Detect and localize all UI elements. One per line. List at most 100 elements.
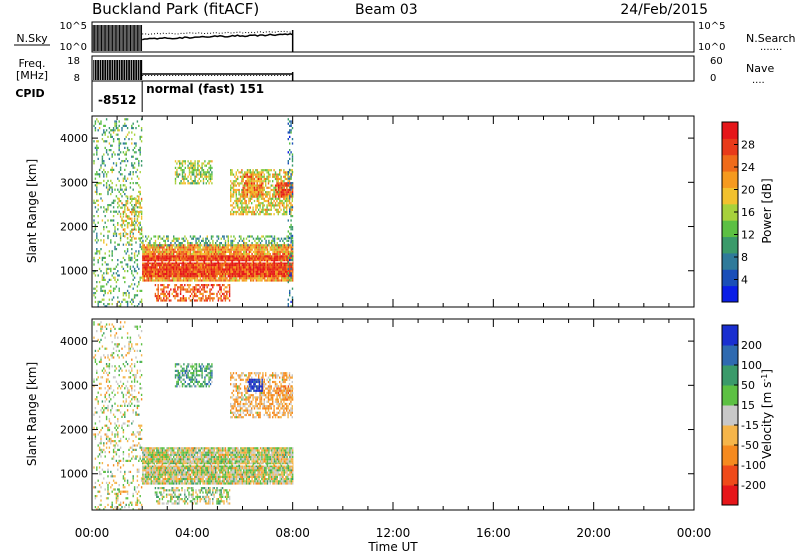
heatmap-cell bbox=[245, 246, 248, 249]
heatmap-cell bbox=[105, 283, 108, 286]
heatmap-cell bbox=[228, 299, 231, 302]
heatmap-cell bbox=[188, 272, 190, 276]
heatmap-cell bbox=[124, 208, 126, 211]
heatmap-cell bbox=[168, 272, 171, 276]
heatmap-cell bbox=[267, 175, 270, 178]
heatmap-cell bbox=[180, 257, 182, 260]
heatmap-cell bbox=[266, 270, 269, 273]
heatmap-cell bbox=[166, 246, 168, 249]
heatmap-cell bbox=[277, 173, 279, 176]
heatmap-cell bbox=[263, 197, 265, 200]
heatmap-cell bbox=[265, 213, 267, 216]
heatmap-cell bbox=[265, 272, 267, 276]
heatmap-cell bbox=[156, 272, 158, 276]
heatmap-cell bbox=[265, 257, 267, 260]
heatmap-cell bbox=[133, 252, 136, 255]
power-plot-bg bbox=[92, 116, 694, 307]
heatmap-cell bbox=[244, 255, 246, 258]
heatmap-cell bbox=[287, 266, 290, 269]
heatmap-cell bbox=[230, 204, 232, 207]
heatmap-cell bbox=[176, 171, 178, 174]
heatmap-cell bbox=[191, 237, 193, 240]
heatmap-cell bbox=[125, 252, 127, 255]
heatmap-cell bbox=[258, 195, 260, 198]
heatmap-cell bbox=[291, 197, 293, 200]
heatmap-cell bbox=[245, 175, 247, 178]
heatmap-cell bbox=[262, 202, 264, 205]
heatmap-cell bbox=[157, 270, 159, 273]
heatmap-cell bbox=[233, 235, 235, 238]
heatmap-cell bbox=[223, 257, 225, 260]
heatmap-cell bbox=[143, 255, 145, 258]
heatmap-cell bbox=[259, 177, 261, 181]
heatmap-cell bbox=[185, 297, 187, 300]
heatmap-cell bbox=[161, 237, 164, 240]
heatmap-cell bbox=[163, 295, 165, 298]
heatmap-cell bbox=[152, 279, 154, 282]
heatmap-cell bbox=[191, 255, 193, 258]
heatmap-cell bbox=[191, 275, 193, 278]
heatmap-cell bbox=[256, 204, 258, 207]
heatmap-cell bbox=[131, 272, 133, 275]
heatmap-cell bbox=[236, 261, 238, 265]
heatmap-cell bbox=[233, 279, 235, 282]
heatmap-cell bbox=[118, 179, 120, 182]
heatmap-cell bbox=[245, 202, 247, 205]
heatmap-cell bbox=[226, 259, 228, 262]
heatmap-cell bbox=[210, 246, 213, 249]
heatmap-cell bbox=[253, 195, 256, 198]
heatmap-cell bbox=[146, 250, 148, 253]
heatmap-cell bbox=[175, 264, 178, 267]
heatmap-cell bbox=[265, 235, 267, 238]
heatmap-cell bbox=[101, 157, 104, 160]
heatmap-cell bbox=[163, 288, 165, 291]
heatmap-cell bbox=[199, 255, 201, 258]
heatmap-cell bbox=[244, 259, 246, 262]
heatmap-cell bbox=[174, 295, 176, 298]
heatmap-cell bbox=[234, 255, 236, 258]
heatmap-cell bbox=[197, 166, 199, 169]
heatmap-cell bbox=[112, 289, 115, 292]
heatmap-cell bbox=[265, 182, 267, 185]
heatmap-cell bbox=[273, 206, 275, 209]
heatmap-cell bbox=[262, 210, 264, 214]
heatmap-cell bbox=[121, 127, 123, 130]
heatmap-cell bbox=[275, 272, 277, 276]
heatmap-cell bbox=[98, 252, 101, 255]
heatmap-cell bbox=[246, 173, 249, 176]
heatmap-cell bbox=[210, 284, 213, 287]
heatmap-cell bbox=[178, 253, 180, 256]
heatmap-cell bbox=[198, 290, 200, 293]
heatmap-cell bbox=[234, 206, 236, 209]
heatmap-cell bbox=[222, 255, 224, 258]
heatmap-cell bbox=[158, 297, 161, 300]
heatmap-cell bbox=[219, 259, 221, 262]
heatmap-cell bbox=[234, 250, 236, 253]
heatmap-cell bbox=[283, 210, 285, 214]
heatmap-cell bbox=[238, 261, 241, 265]
heatmap-cell bbox=[220, 268, 222, 271]
heatmap-cell bbox=[260, 197, 263, 200]
heatmap-cell bbox=[281, 213, 284, 216]
heatmap-cell bbox=[206, 270, 208, 273]
heatmap-cell bbox=[107, 267, 109, 270]
heatmap-cell bbox=[219, 257, 221, 260]
heatmap-cell bbox=[208, 264, 210, 267]
heatmap-cell bbox=[248, 250, 250, 253]
heatmap-cell bbox=[112, 168, 115, 171]
heatmap-cell bbox=[170, 275, 172, 278]
heatmap-cell bbox=[229, 250, 231, 253]
heatmap-cell bbox=[250, 261, 252, 265]
heatmap-cell bbox=[261, 277, 263, 280]
heatmap-cell bbox=[159, 277, 161, 280]
heatmap-cell bbox=[245, 268, 248, 271]
heatmap-cell bbox=[140, 248, 143, 251]
heatmap-cell bbox=[160, 246, 162, 249]
heatmap-cell bbox=[280, 186, 283, 189]
heatmap-cell bbox=[115, 133, 118, 136]
heatmap-cell bbox=[117, 263, 119, 266]
heatmap-cell bbox=[125, 294, 127, 297]
heatmap-cell bbox=[252, 171, 254, 174]
heatmap-cell bbox=[132, 182, 134, 185]
